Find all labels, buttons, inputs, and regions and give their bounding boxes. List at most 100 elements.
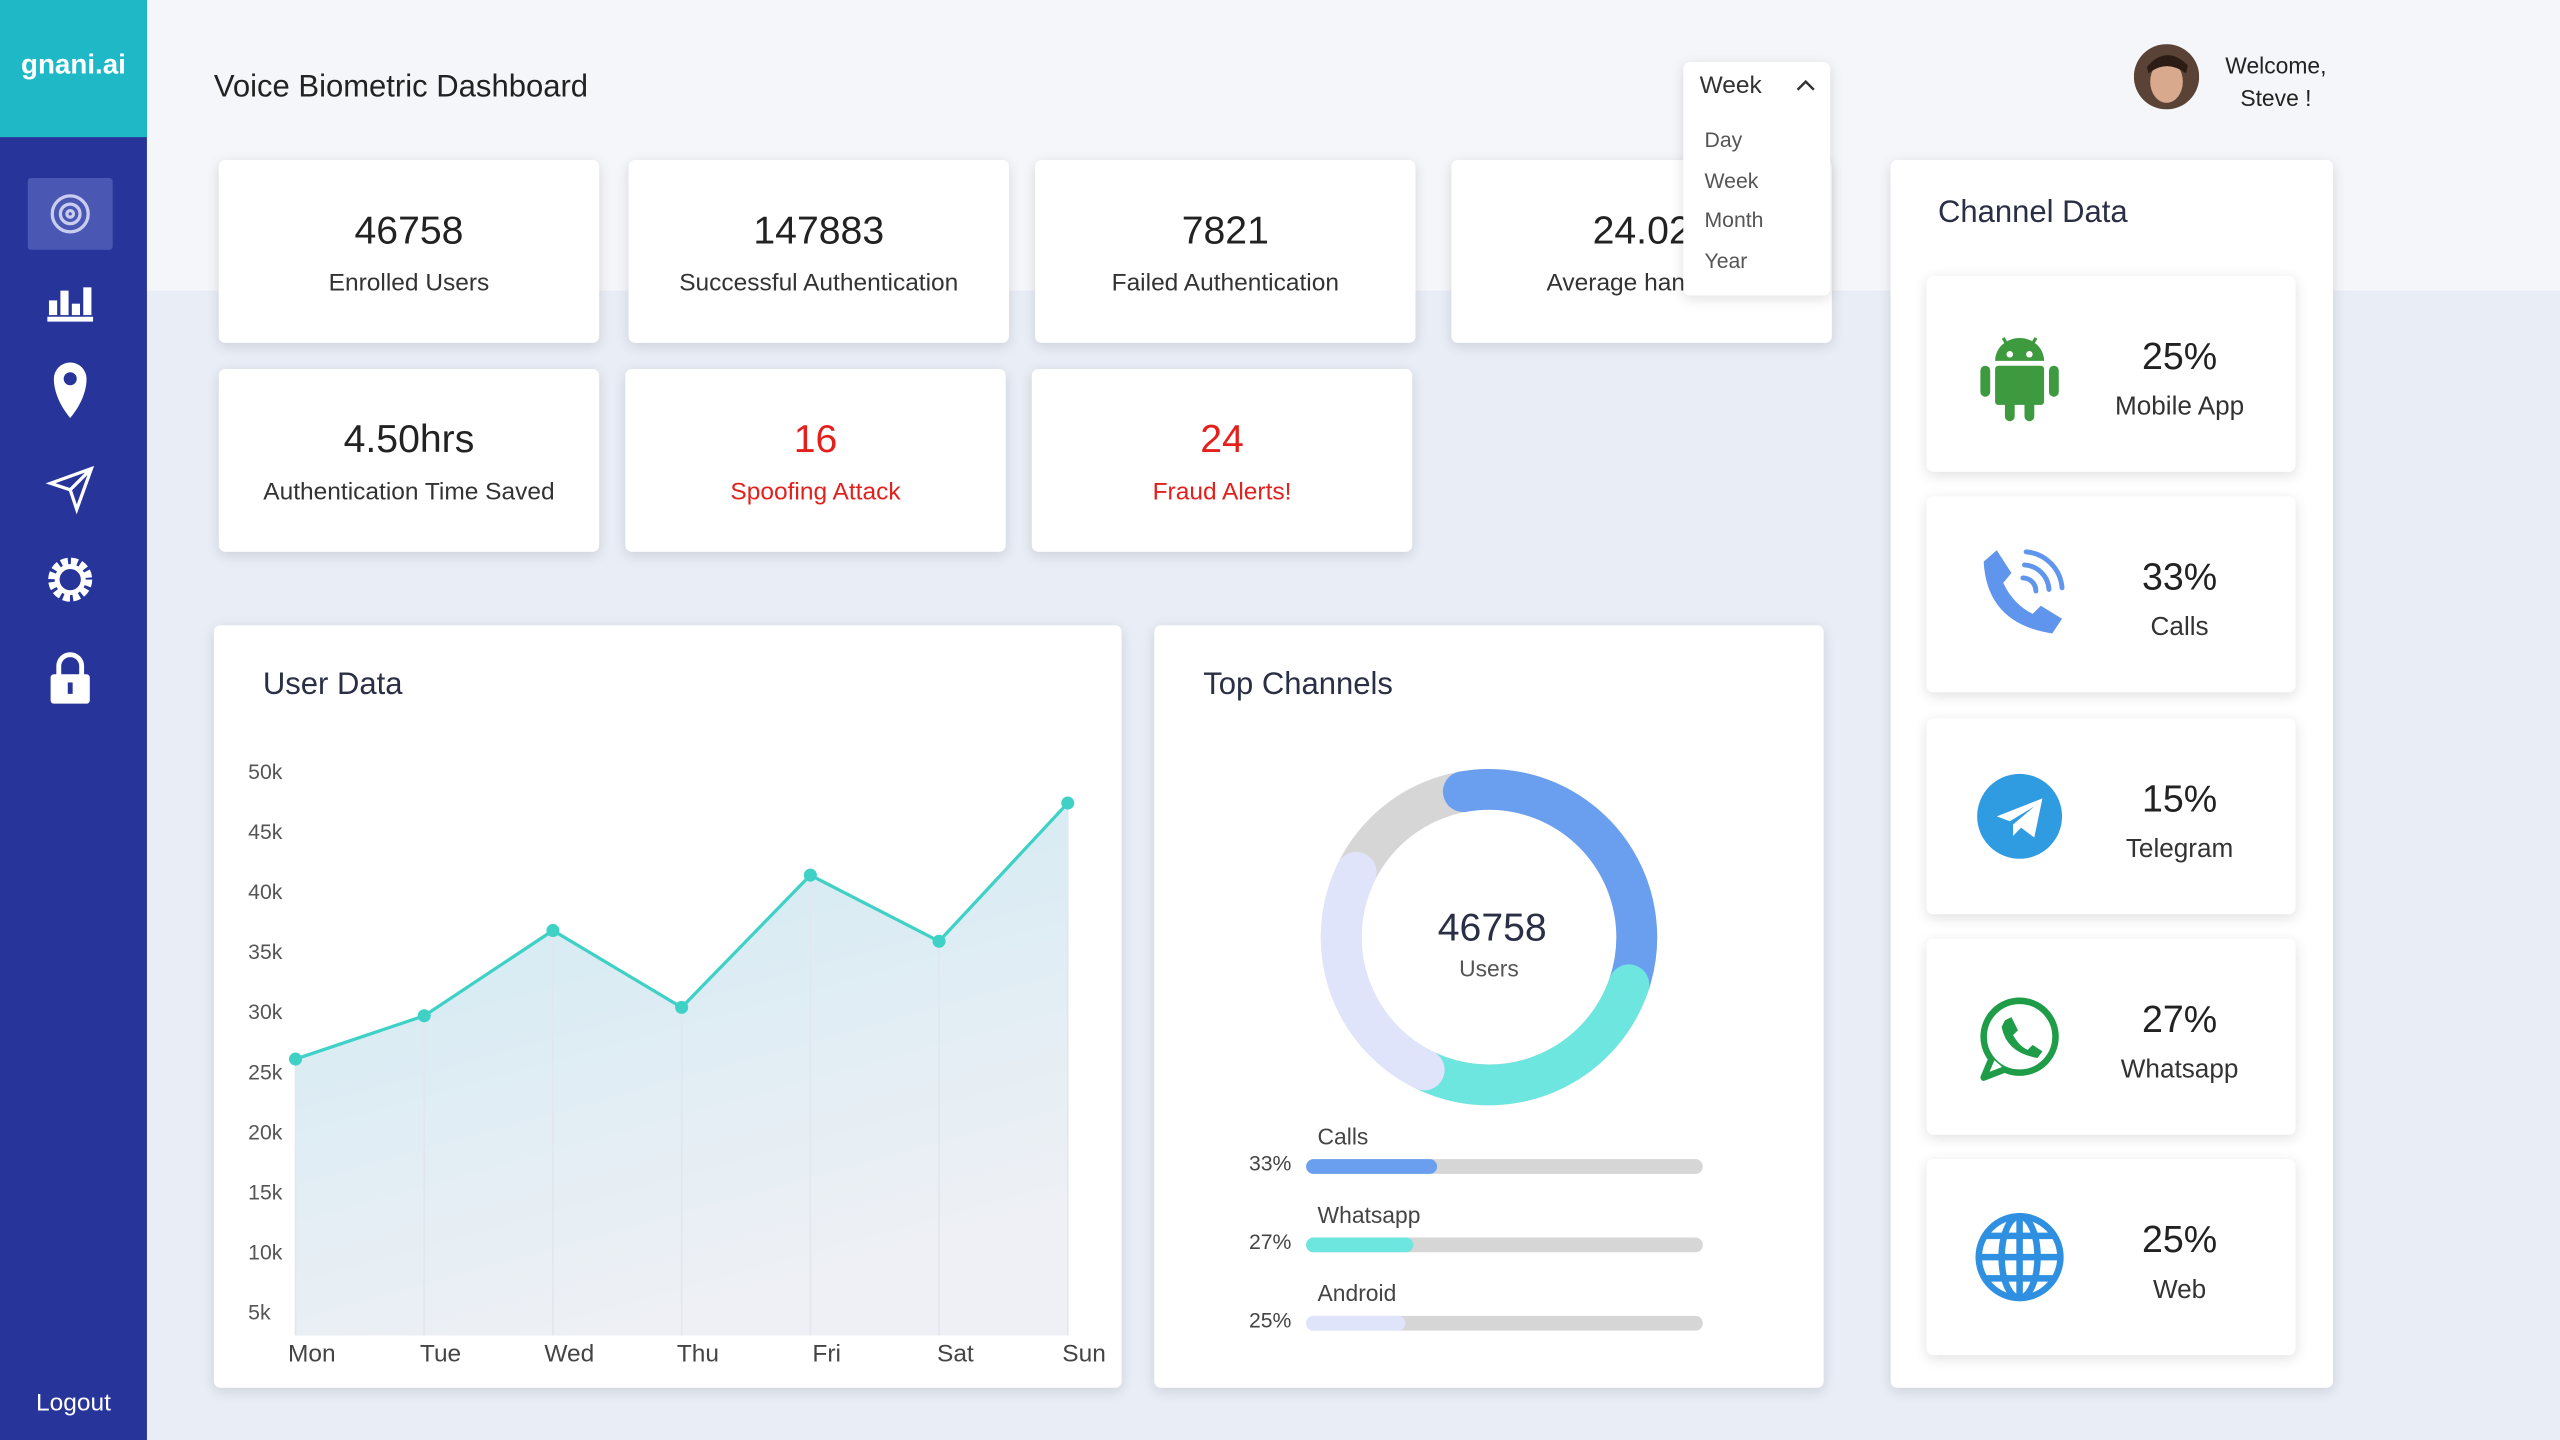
bar (1306, 1315, 1406, 1331)
bar (1306, 1159, 1438, 1174)
top-channels-title: Top Channels (1203, 666, 1393, 701)
bar-track (1306, 1315, 1703, 1331)
channel-card: 15% Telegram (1926, 717, 2296, 914)
channel-name: Telegram (2125, 835, 2234, 864)
stat-label: Enrolled Users (328, 269, 490, 298)
nav-stats[interactable] (47, 287, 94, 322)
nav-icons (45, 194, 95, 704)
donut-label: Users (1459, 955, 1519, 981)
avatar[interactable] (2133, 44, 2200, 110)
logo[interactable]: gnani.ai (21, 48, 126, 80)
x-tick-label: Sat (937, 1341, 974, 1368)
x-tick-label: Thu (677, 1341, 719, 1368)
user-data-title: User Data (263, 666, 403, 701)
channel-card: 33% Calls (1926, 496, 2296, 693)
point (932, 934, 946, 948)
y-tick-label: 20k (248, 1121, 283, 1144)
channel-card: 25% Web (1926, 1159, 2296, 1356)
channel-name: Mobile App (2114, 393, 2245, 422)
channel-percent: 27% (2141, 997, 2218, 1040)
bar-value-label: 25% (1249, 1309, 1292, 1332)
logo-area: gnani.ai (0, 0, 147, 138)
donut-segment (1320, 768, 1658, 1106)
stat-card: 16 Spoofing Attack (625, 368, 1006, 552)
stat-value: 4.50hrs (343, 417, 475, 463)
point (1061, 796, 1075, 810)
stat-card: 46758 Enrolled Users (218, 159, 600, 343)
point (803, 868, 817, 882)
y-tick-label: 50k (248, 761, 283, 784)
channel-icon (1980, 997, 2059, 1081)
channel-percent: 33% (2141, 555, 2218, 599)
chevron (1796, 79, 1815, 91)
stat-label: Spoofing Attack (730, 478, 901, 507)
channel-card: 25% Mobile App (1926, 275, 2296, 472)
nav-lock[interactable] (50, 652, 90, 704)
channel-icon (1975, 1213, 2064, 1302)
stat-label: Authentication Time Saved (263, 478, 555, 507)
y-tick-label: 45k (248, 821, 283, 844)
point (417, 1009, 431, 1023)
nav-send[interactable] (45, 465, 95, 515)
channel-name: Calls (2150, 614, 2209, 643)
point (675, 1000, 689, 1014)
channel-percent: 15% (2141, 776, 2218, 819)
nav-settings[interactable] (48, 557, 93, 602)
logout[interactable]: Logout (35, 1389, 111, 1418)
period-option[interactable]: Week (1704, 167, 1759, 193)
period-selected[interactable]: Week (1699, 71, 1762, 100)
x-tick-label: Wed (544, 1341, 594, 1368)
y-tick-label: 35k (248, 941, 283, 964)
stat-value: 7821 (1181, 208, 1269, 254)
channel-icon (1980, 337, 2059, 422)
x-tick-label: Sun (1062, 1341, 1106, 1368)
bar-value-label: 33% (1249, 1153, 1292, 1176)
bar (1306, 1237, 1414, 1253)
y-tick-label: 40k (248, 881, 283, 904)
x-tick-label: Fri (812, 1341, 841, 1368)
channel-icon (1977, 773, 2063, 859)
stat-card: 24 Fraud Alerts! (1031, 368, 1413, 552)
point (546, 923, 560, 937)
x-tick-label: Mon (288, 1341, 336, 1368)
stat-card: 4.50hrs Authentication Time Saved (218, 368, 600, 552)
channel-data-title: Channel Data (1937, 195, 2128, 231)
channel-icon (1983, 549, 2065, 634)
channel-name: Web (2152, 1277, 2207, 1305)
point (288, 1052, 303, 1066)
channel-card: 27% Whatsapp (1926, 938, 2296, 1135)
sidebar: gnani.ai Logout (0, 0, 147, 1440)
nav-dashboard[interactable] (50, 194, 90, 234)
stat-card: 7821 Failed Authentication (1035, 159, 1416, 343)
page-title: Voice Biometric Dashboard (213, 70, 589, 105)
channel-percent: 25% (2141, 334, 2218, 378)
period-option[interactable]: Month (1704, 207, 1764, 233)
user-name: Steve ! (2240, 84, 2312, 112)
period-option[interactable]: Year (1704, 248, 1748, 273)
bar-name: Calls (1318, 1123, 1369, 1149)
y-tick-label: 5k (248, 1302, 271, 1325)
bar-name: Whatsapp (1318, 1202, 1421, 1228)
greeting: Welcome, (2225, 52, 2327, 79)
stat-value: 46758 (354, 208, 464, 254)
welcome: Welcome, Steve ! (2207, 49, 2344, 114)
stat-value: 147883 (753, 208, 885, 254)
stat-label: Successful Authentication (679, 269, 959, 298)
y-tick-label: 10k (248, 1242, 283, 1265)
period-dropdown[interactable]: Week Day Week Month Year (1683, 62, 1831, 296)
period-option[interactable]: Day (1704, 127, 1743, 152)
x-tick-label: Tue (420, 1341, 461, 1368)
stat-label: Failed Authentication (1111, 269, 1339, 298)
stat-card: 147883 Successful Authentication (628, 159, 1009, 343)
stat-value: 24.02 (1592, 208, 1691, 254)
stat-value: 24 (1200, 417, 1244, 463)
bar-name: Android (1318, 1280, 1397, 1306)
nav-location[interactable] (53, 362, 87, 418)
y-tick-label: 25k (248, 1061, 283, 1084)
stat-label: Fraud Alerts! (1152, 478, 1292, 507)
donut-total: 46758 (1438, 906, 1547, 949)
channel-name: Whatsapp (2120, 1056, 2239, 1084)
